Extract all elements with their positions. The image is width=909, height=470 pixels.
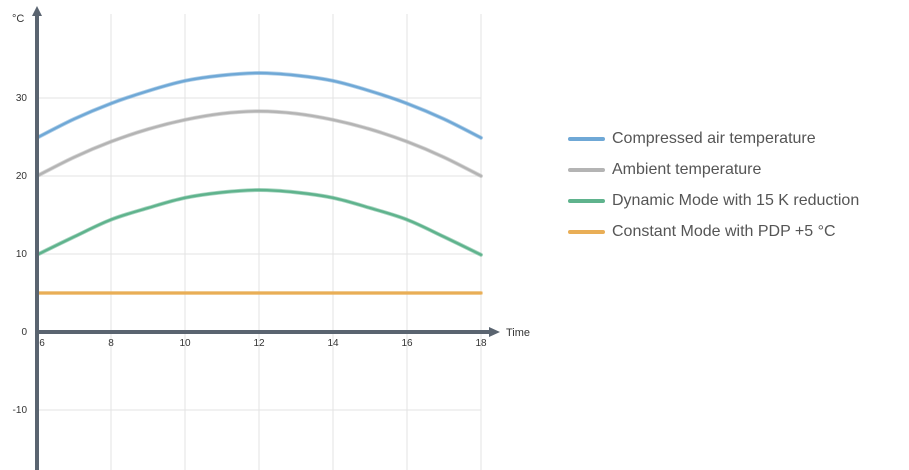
x-tick-label: 12 [253, 338, 265, 349]
y-tick-label: 30 [16, 93, 28, 104]
legend-item-dynamic-mode: Dynamic Mode with 15 K reduction [568, 189, 859, 212]
legend-label-ambient: Ambient temperature [612, 160, 762, 178]
x-tick-label: 16 [401, 338, 413, 349]
series-line-0 [35, 71, 483, 139]
legend-label-constant-mode: Constant Mode with PDP +5 °C [612, 222, 836, 240]
legend-item-ambient: Ambient temperature [568, 158, 859, 181]
x-tick-label: 18 [475, 338, 487, 349]
legend-swatch-dynamic-mode [568, 198, 605, 203]
legend-label-compressed-air: Compressed air temperature [612, 129, 816, 147]
y-tick-label: -10 [13, 405, 28, 416]
y-axis-label: °C [12, 13, 24, 25]
legend-swatch-compressed-air [568, 136, 605, 141]
x-tick-label: 8 [108, 338, 114, 349]
y-tick-label: 10 [16, 249, 28, 260]
chart-legend: Compressed air temperature Ambient tempe… [568, 127, 859, 251]
y-tick-label: 20 [16, 171, 28, 182]
x-axis-label: Time [506, 327, 530, 339]
legend-label-dynamic-mode: Dynamic Mode with 15 K reduction [612, 191, 860, 209]
series-line-2 [35, 188, 483, 256]
x-tick-label: 10 [179, 338, 191, 349]
legend-swatch-ambient [568, 167, 605, 172]
legend-item-constant-mode: Constant Mode with PDP +5 °C [568, 220, 859, 243]
legend-swatch-constant-mode [568, 229, 605, 234]
x-tick-label: 14 [327, 338, 339, 349]
y-axis-arrow-icon [32, 6, 42, 16]
line-chart: 6 8 10 12 14 16 18 -10 0 10 20 30 °C Time [12, 6, 530, 470]
x-axis-arrow-icon [489, 327, 500, 337]
y-tick-label: 0 [21, 327, 27, 338]
x-tick-label: 6 [39, 338, 45, 349]
legend-item-compressed-air: Compressed air temperature [568, 127, 859, 150]
series-line-1 [35, 110, 483, 178]
